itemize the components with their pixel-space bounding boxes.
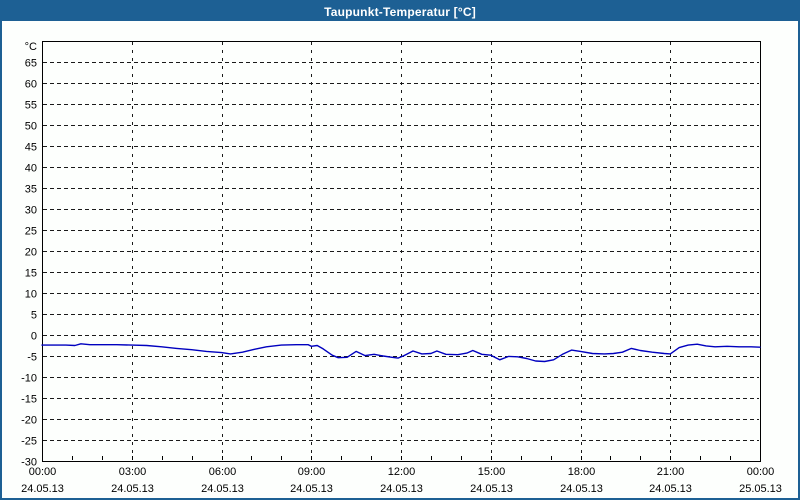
x-tick-date-label: 25.05.13 xyxy=(739,483,782,495)
y-tick-label: 20 xyxy=(25,247,37,259)
y-tick-label: -25 xyxy=(21,436,37,448)
axis-ticks xyxy=(72,456,731,460)
x-tick-time-label: 09:00 xyxy=(298,466,326,478)
y-tick-label: -30 xyxy=(21,457,37,469)
gridlines xyxy=(43,42,759,460)
y-tick-label: 40 xyxy=(25,163,37,175)
x-tick-date-label: 24.05.13 xyxy=(560,483,603,495)
x-tick-time-label: 12:00 xyxy=(388,466,416,478)
y-tick-label: -15 xyxy=(21,394,37,406)
chart-area: 65 60 55 50 45 40 35 30 25 20 15 10 5 0 -5 -10 -15 -20 -25… xyxy=(2,21,798,498)
x-tick-time-label: 00:00 xyxy=(747,466,775,478)
y-tick-label: 65 xyxy=(25,58,37,70)
x-tick-time-label: 21:00 xyxy=(657,466,685,478)
plot-border xyxy=(42,41,761,462)
title-bar: Taupunkt-Temperatur [°C] xyxy=(2,2,798,21)
y-tick-label: 0 xyxy=(31,331,37,343)
y-tick-label: 30 xyxy=(25,205,37,217)
x-tick-date-label: 24.05.13 xyxy=(470,483,513,495)
chart-canvas: 65605550454035302520151050-5-10-15-20-25… xyxy=(21,41,782,495)
window-title: Taupunkt-Temperatur [°C] xyxy=(324,4,476,19)
y-axis-unit-label: °C xyxy=(25,41,37,53)
y-tick-label: 10 xyxy=(25,289,37,301)
x-tick-date-label: 24.05.13 xyxy=(290,483,333,495)
y-tick-label: 35 xyxy=(25,184,37,196)
y-tick-label: 15 xyxy=(25,268,37,280)
x-tick-date-label: 24.05.13 xyxy=(380,483,423,495)
y-tick-label: 45 xyxy=(25,142,37,154)
x-tick-date-label: 24.05.13 xyxy=(201,483,244,495)
x-tick-date-label: 24.05.13 xyxy=(111,483,154,495)
dewpoint-line xyxy=(41,343,761,363)
y-tick-label: 60 xyxy=(25,79,37,91)
axes xyxy=(42,41,761,462)
x-tick-date-label: 24.05.13 xyxy=(649,483,692,495)
y-tick-label: 55 xyxy=(25,100,37,112)
y-tick-label: 25 xyxy=(25,226,37,238)
x-tick-time-label: 03:00 xyxy=(119,466,147,478)
x-tick-date-label: 24.05.13 xyxy=(21,483,64,495)
y-tick-label: 5 xyxy=(31,310,37,322)
y-tick-label: -10 xyxy=(21,373,37,385)
data-series xyxy=(41,343,761,363)
y-tick-label: -20 xyxy=(21,415,37,427)
y-tick-label: 50 xyxy=(25,121,37,133)
x-tick-time-label: 00:00 xyxy=(29,466,57,478)
x-tick-time-label: 06:00 xyxy=(209,466,237,478)
x-tick-time-label: 18:00 xyxy=(568,466,596,478)
axis-labels: 65605550454035302520151050-5-10-15-20-25… xyxy=(21,41,782,495)
y-tick-label: -5 xyxy=(27,352,37,364)
x-tick-time-label: 15:00 xyxy=(478,466,506,478)
